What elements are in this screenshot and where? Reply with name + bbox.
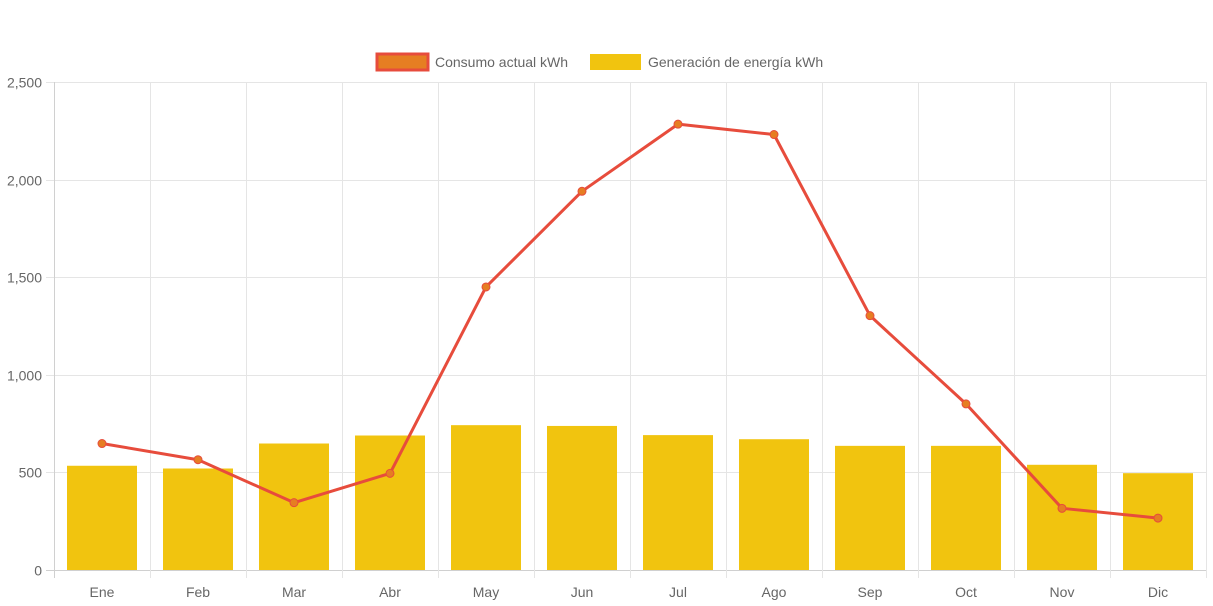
y-tick-label: 1,500: [7, 270, 42, 286]
y-tick-label: 1,000: [7, 368, 42, 384]
y-tick-label: 500: [19, 465, 43, 481]
legend: Consumo actual kWh Generación de energía…: [375, 52, 823, 72]
x-tick-label: Abr: [379, 584, 401, 600]
legend-swatch-consumo: [375, 52, 430, 72]
legend-swatch-generacion: [590, 54, 641, 70]
line-path: [101, 122, 1159, 520]
bar: [355, 435, 425, 570]
x-tick-label: Ago: [762, 584, 787, 600]
line-point: [865, 311, 875, 321]
line-point: [577, 186, 587, 196]
bar-series: [67, 425, 1193, 570]
line-point: [769, 130, 779, 140]
x-tick-label: Jul: [669, 584, 687, 600]
legend-item-generacion[interactable]: Generación de energía kWh: [590, 54, 823, 70]
line-series: [97, 119, 1163, 523]
x-axis: Ene Feb Mar Abr May Jun Jul Ago Sep Oct Nov Dic: [90, 584, 1169, 600]
y-tick-label: 2,500: [7, 75, 42, 91]
line-point: [289, 498, 299, 508]
legend-label-consumo: Consumo actual kWh: [435, 54, 568, 70]
bar: [931, 445, 1001, 570]
bar: [739, 439, 809, 570]
grid: [46, 82, 1207, 578]
bar: [643, 435, 713, 570]
line-point: [385, 468, 395, 478]
y-tick-label: 0: [34, 563, 42, 579]
bar: [451, 425, 521, 570]
line-point: [1153, 513, 1163, 523]
line-point: [97, 439, 107, 449]
line-point: [1057, 503, 1067, 513]
x-tick-label: Dic: [1148, 584, 1168, 600]
line-point: [193, 455, 203, 465]
x-tick-label: Nov: [1050, 584, 1075, 600]
x-tick-label: Oct: [955, 584, 977, 600]
x-tick-label: Ene: [90, 584, 115, 600]
bar: [163, 468, 233, 570]
y-axis: 0 500 1,000 1,500 2,000 2,500: [7, 75, 42, 579]
x-tick-label: Mar: [282, 584, 306, 600]
x-tick-label: Sep: [858, 584, 883, 600]
x-tick-label: Feb: [186, 584, 210, 600]
line-point: [673, 119, 683, 129]
x-tick-label: May: [473, 584, 499, 600]
legend-label-generacion: Generación de energía kWh: [648, 54, 823, 70]
legend-item-consumo[interactable]: Consumo actual kWh: [375, 52, 568, 72]
line-point: [961, 399, 971, 409]
line-point: [481, 282, 491, 292]
y-tick-label: 2,000: [7, 173, 42, 189]
bar: [547, 425, 617, 570]
bar: [67, 465, 137, 570]
x-tick-label: Jun: [571, 584, 594, 600]
bar: [835, 445, 905, 570]
